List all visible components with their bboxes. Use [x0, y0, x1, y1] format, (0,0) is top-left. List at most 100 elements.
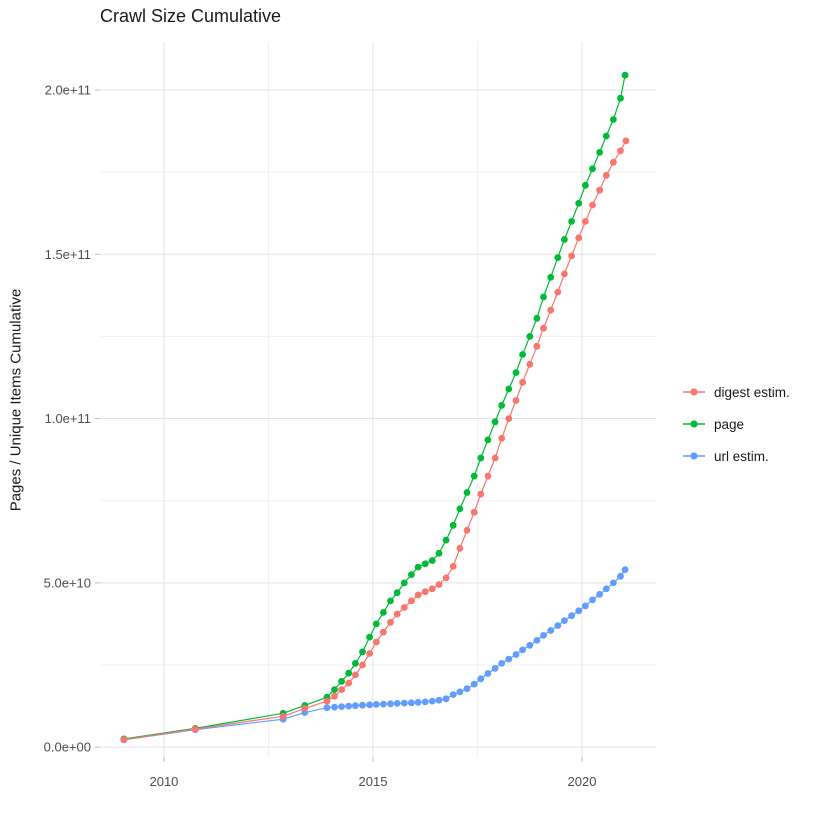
data-point — [554, 288, 562, 296]
data-point — [414, 698, 422, 706]
data-point — [512, 397, 520, 404]
data-point — [331, 703, 338, 711]
data-point — [456, 544, 464, 552]
data-point — [400, 699, 408, 707]
data-point — [547, 306, 555, 314]
data-point — [610, 158, 617, 166]
data-point — [359, 648, 366, 656]
data-point — [602, 585, 610, 593]
data-point — [338, 686, 345, 693]
data-point — [359, 701, 366, 709]
data-point — [463, 526, 471, 534]
data-point — [442, 536, 450, 544]
data-point — [596, 591, 603, 598]
data-point — [610, 579, 617, 587]
legend-label: url estim. — [714, 448, 769, 464]
data-point — [505, 655, 513, 663]
data-point — [414, 591, 422, 599]
data-point — [338, 678, 345, 685]
data-point — [120, 736, 128, 743]
data-point — [408, 571, 415, 578]
data-point — [380, 628, 387, 636]
data-point — [366, 633, 373, 641]
legend-key-dot — [690, 420, 698, 428]
data-point — [352, 671, 359, 679]
data-point — [554, 622, 562, 629]
data-point — [526, 333, 534, 340]
data-point — [484, 670, 492, 677]
data-point — [366, 650, 373, 657]
data-point — [387, 618, 394, 626]
chart-title: Crawl Size Cumulative — [100, 6, 282, 26]
data-point — [428, 557, 436, 564]
legend-item-url-estim-: url estim. — [682, 440, 790, 472]
data-point — [345, 702, 353, 710]
legend-label: digest estim. — [714, 384, 790, 400]
legend-key-icon — [683, 452, 705, 460]
data-point — [323, 697, 331, 705]
data-point — [408, 597, 415, 605]
data-point — [393, 589, 401, 597]
data-point — [575, 234, 583, 242]
data-point — [512, 369, 520, 376]
data-point — [547, 273, 555, 281]
data-point — [526, 360, 534, 368]
data-point — [191, 725, 199, 733]
series-url-estim- — [120, 566, 629, 744]
data-point — [491, 418, 499, 426]
data-point — [582, 218, 589, 225]
data-point — [331, 692, 338, 700]
data-point — [323, 704, 331, 712]
data-point — [463, 685, 471, 693]
data-point — [547, 627, 555, 634]
series-digest-estim- — [120, 137, 630, 743]
data-point — [617, 94, 624, 102]
data-point — [621, 71, 629, 79]
data-point — [449, 563, 457, 570]
data-point — [421, 588, 429, 596]
legend-key-dot — [690, 388, 698, 396]
data-point — [561, 617, 568, 624]
data-point — [526, 641, 534, 649]
data-point — [477, 454, 485, 462]
data-point — [279, 712, 287, 720]
data-point — [617, 147, 624, 155]
data-point — [393, 700, 401, 707]
y-tick-label: 1.5e+11 — [45, 247, 91, 262]
data-point — [428, 697, 436, 705]
data-point — [498, 660, 506, 667]
data-point — [505, 415, 513, 422]
data-point — [352, 702, 359, 710]
data-point — [456, 688, 464, 696]
data-point — [568, 252, 575, 260]
data-point — [540, 293, 547, 301]
y-tick-label: 0.0e+00 — [44, 740, 91, 755]
data-point — [387, 700, 394, 708]
data-point — [477, 675, 485, 683]
legend-item-digest-estim-: digest estim. — [682, 376, 790, 408]
data-point — [400, 604, 408, 611]
data-point — [456, 505, 464, 513]
data-point — [602, 132, 610, 140]
legend-key-dot — [690, 452, 698, 460]
data-point — [568, 612, 575, 620]
data-point — [359, 661, 366, 669]
data-point — [575, 607, 583, 615]
data-point — [491, 664, 499, 672]
data-point — [470, 680, 478, 688]
data-point — [414, 563, 422, 571]
legend-label: page — [714, 416, 745, 432]
data-point — [435, 696, 443, 704]
data-point — [533, 314, 541, 322]
legend: digest estim. page url estim. — [682, 376, 790, 472]
data-point — [484, 436, 492, 444]
data-point — [498, 402, 506, 409]
y-tick-label: 1.0e+11 — [45, 411, 91, 426]
series-line — [123, 569, 626, 741]
x-tick-label: 2015 — [359, 774, 388, 789]
data-point — [575, 199, 583, 207]
data-point — [463, 489, 471, 496]
data-point — [621, 566, 629, 574]
data-point — [449, 691, 457, 698]
